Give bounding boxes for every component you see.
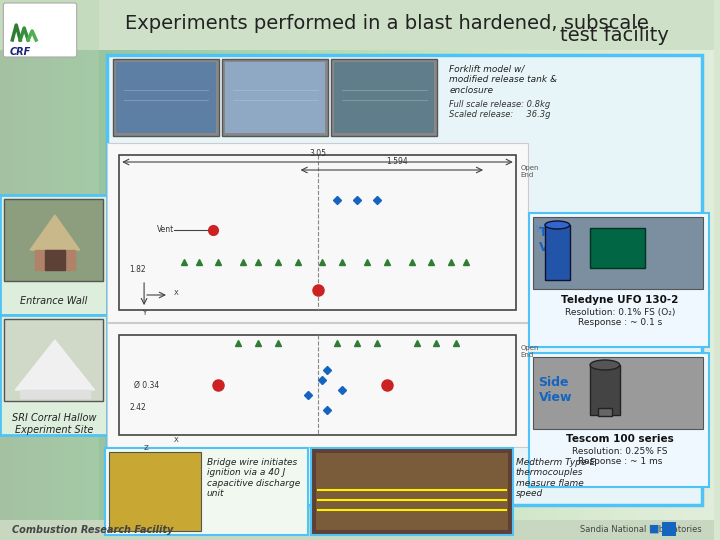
Text: 1.594: 1.594 <box>386 157 408 166</box>
FancyBboxPatch shape <box>113 59 220 136</box>
FancyBboxPatch shape <box>105 448 307 535</box>
Text: Medtherm Type-E
thermocouples
measure flame
speed: Medtherm Type-E thermocouples measure fl… <box>516 458 595 498</box>
FancyBboxPatch shape <box>107 323 528 447</box>
Bar <box>546 225 570 280</box>
Text: Open
End: Open End <box>521 345 539 358</box>
Polygon shape <box>30 215 80 250</box>
Text: Z: Z <box>143 445 148 451</box>
Text: ■: ■ <box>649 524 660 534</box>
Ellipse shape <box>545 221 570 229</box>
Text: Top
View: Top View <box>539 226 572 254</box>
Text: Teledyne UFO 130-2: Teledyne UFO 130-2 <box>561 295 678 305</box>
Text: Side
View: Side View <box>539 376 572 404</box>
FancyBboxPatch shape <box>533 357 703 429</box>
Text: Ø 0.34: Ø 0.34 <box>134 381 159 389</box>
Polygon shape <box>15 340 94 390</box>
Bar <box>120 335 516 435</box>
FancyBboxPatch shape <box>4 319 104 401</box>
Text: Bridge wire initiates
ignition via a 40 J
capacitive discharge
unit: Bridge wire initiates ignition via a 40 … <box>207 458 300 498</box>
Text: Open
End: Open End <box>521 165 539 178</box>
FancyBboxPatch shape <box>334 62 434 133</box>
FancyBboxPatch shape <box>1 195 107 315</box>
Polygon shape <box>45 250 65 270</box>
FancyBboxPatch shape <box>1 0 99 540</box>
Text: Entrance Wall: Entrance Wall <box>20 296 88 306</box>
FancyBboxPatch shape <box>4 199 104 281</box>
Text: 3.05: 3.05 <box>309 149 326 158</box>
FancyBboxPatch shape <box>528 213 709 347</box>
FancyBboxPatch shape <box>109 452 201 531</box>
Text: Experiments performed in a blast hardened, subscale: Experiments performed in a blast hardene… <box>125 14 649 33</box>
FancyBboxPatch shape <box>1 315 107 435</box>
Text: Combustion Research Facility: Combustion Research Facility <box>12 525 174 535</box>
Text: Full scale release: 0.8kg
Scaled release:     36.3g: Full scale release: 0.8kg Scaled release… <box>449 100 551 119</box>
FancyBboxPatch shape <box>331 59 438 136</box>
Text: Wall: Wall <box>536 226 552 234</box>
FancyBboxPatch shape <box>1 0 714 50</box>
Text: X: X <box>174 437 179 443</box>
Bar <box>315 453 508 530</box>
Bar <box>598 408 612 416</box>
Text: Y: Y <box>142 310 146 316</box>
Polygon shape <box>35 250 75 270</box>
Text: test facility: test facility <box>560 26 669 45</box>
FancyBboxPatch shape <box>4 3 77 57</box>
Text: SRI Corral Hallow
Experiment Site: SRI Corral Hallow Experiment Site <box>12 413 96 435</box>
FancyBboxPatch shape <box>222 59 328 136</box>
Text: Resolution: 0.25% FS
Response : ~ 1 ms: Resolution: 0.25% FS Response : ~ 1 ms <box>572 447 667 467</box>
FancyBboxPatch shape <box>1 520 714 540</box>
FancyBboxPatch shape <box>225 62 325 133</box>
Bar <box>590 365 620 415</box>
Text: Sandia National Laboratories: Sandia National Laboratories <box>580 525 702 535</box>
Text: X: X <box>174 290 179 296</box>
Text: Forklift model w/
modified release tank &
enclosure: Forklift model w/ modified release tank … <box>449 65 557 95</box>
FancyBboxPatch shape <box>528 353 709 487</box>
Text: 1.82: 1.82 <box>129 266 146 274</box>
Bar <box>120 155 516 310</box>
Text: Tescom 100 series: Tescom 100 series <box>566 434 674 444</box>
Text: Resolution: 0.1% FS (O₂)
Response : ~ 0.1 s: Resolution: 0.1% FS (O₂) Response : ~ 0.… <box>564 308 675 327</box>
FancyBboxPatch shape <box>117 62 217 133</box>
Text: 2.42: 2.42 <box>129 402 146 411</box>
Ellipse shape <box>590 360 620 370</box>
FancyBboxPatch shape <box>107 143 528 322</box>
FancyBboxPatch shape <box>310 448 513 535</box>
FancyBboxPatch shape <box>107 55 702 505</box>
Polygon shape <box>20 390 89 398</box>
FancyBboxPatch shape <box>533 217 703 289</box>
Bar <box>662 522 676 536</box>
Text: CRF: CRF <box>9 47 31 57</box>
Bar <box>590 228 644 268</box>
Text: Vent: Vent <box>156 226 174 234</box>
